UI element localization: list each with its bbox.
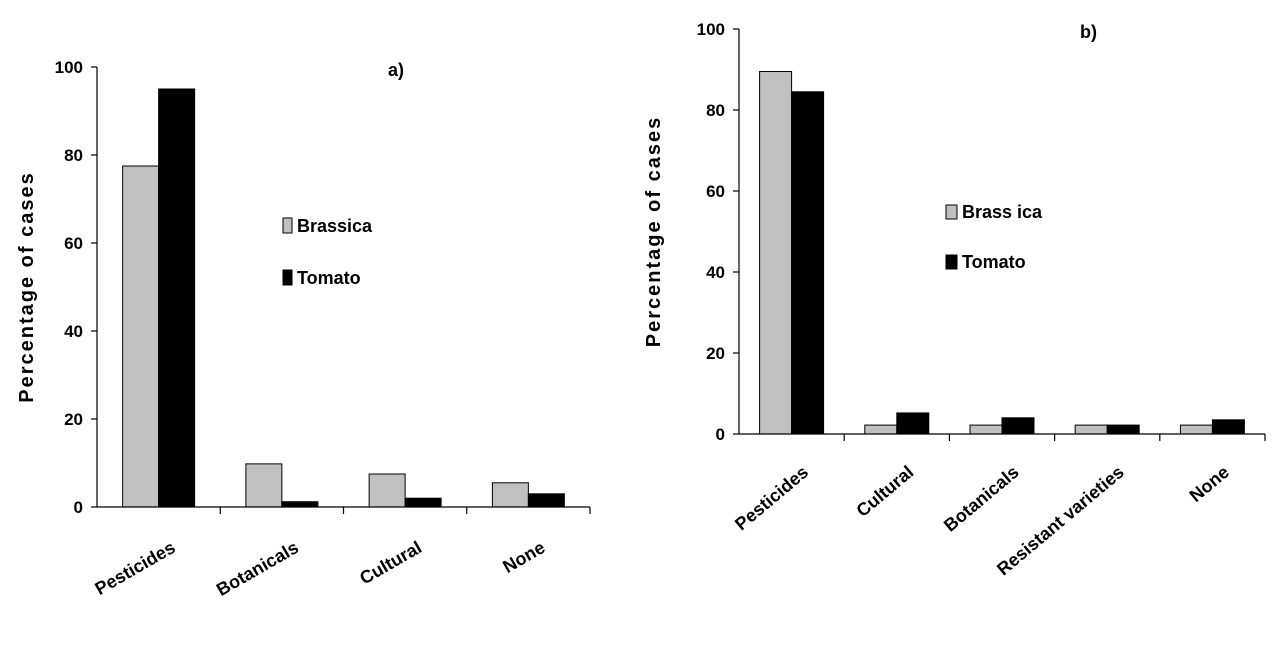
y-tick-label-b-100: 100 [697, 20, 725, 39]
bar-b-tomato-resistant-varieties [1106, 424, 1140, 435]
x-category-label-b-botanicals: Botanicals [940, 462, 1023, 536]
legend-swatch-b-brassica [945, 204, 958, 220]
y-tick-label-a-40: 40 [64, 322, 83, 341]
bar-a-brassica-none [491, 482, 529, 508]
bar-b-brassica-resistant-varieties [1074, 424, 1108, 435]
y-axis-label-a: Percentage of cases [16, 171, 38, 402]
bar-b-tomato-cultural [896, 412, 930, 435]
legend-swatch-a-tomato [282, 269, 293, 286]
legend-label-b-tomato: Tomato [962, 252, 1026, 272]
bar-b-brassica-botanicals [969, 424, 1003, 435]
x-category-label-a-none: None [499, 537, 548, 577]
bar-a-tomato-pesticides [158, 88, 196, 508]
bar-b-brassica-pesticides [759, 71, 793, 435]
bar-a-brassica-botanicals [245, 463, 283, 508]
x-category-label-b-none: None [1186, 462, 1233, 506]
chart-panel-b: 0 20 40 60 80 100 Pesticides Cultural Botanicals… [643, 20, 1266, 579]
bar-b-brassica-none [1179, 424, 1213, 435]
bar-b-tomato-pesticides [791, 91, 825, 435]
x-category-label-b-pesticides: Pesticides [731, 462, 812, 535]
bar-a-tomato-botanicals [281, 501, 319, 508]
x-category-label-b-cultural: Cultural [852, 462, 917, 521]
y-tick-label-b-20: 20 [706, 344, 725, 363]
bar-a-tomato-none [527, 493, 565, 508]
bar-a-brassica-cultural [368, 473, 406, 508]
y-tick-label-b-0: 0 [716, 425, 725, 444]
panel-label-b: b) [1080, 22, 1097, 42]
bar-b-brassica-cultural [864, 424, 898, 435]
legend-label-a-tomato: Tomato [297, 268, 361, 288]
y-tick-label-a-60: 60 [64, 234, 83, 253]
legend-swatch-a-brassica [282, 217, 293, 234]
x-category-label-a-cultural: Cultural [356, 537, 425, 588]
bar-a-tomato-cultural [404, 497, 442, 508]
y-tick-label-b-40: 40 [706, 263, 725, 282]
x-category-label-a-botanicals: Botanicals [213, 537, 302, 600]
legend-swatch-b-tomato [945, 254, 958, 270]
y-tick-label-b-60: 60 [706, 182, 725, 201]
panel-label-a: a) [388, 60, 404, 80]
y-tick-label-a-100: 100 [55, 58, 83, 77]
y-axis-label-b: Percentage of cases [643, 116, 665, 347]
y-tick-label-a-0: 0 [74, 498, 83, 517]
legend-label-b-brassica: Brass ica [962, 202, 1043, 222]
bar-b-tomato-botanicals [1001, 417, 1035, 435]
y-tick-label-a-80: 80 [64, 146, 83, 165]
bar-b-tomato-none [1211, 419, 1245, 435]
bar-a-brassica-pesticides [122, 165, 160, 508]
chart-panel-a: 0 20 40 60 80 100 Pesticides Botanicals Cultural… [16, 58, 591, 600]
x-category-label-a-pesticides: Pesticides [91, 537, 178, 599]
legend-label-a-brassica: Brassica [297, 216, 373, 236]
y-tick-label-a-20: 20 [64, 410, 83, 429]
y-tick-label-b-80: 80 [706, 101, 725, 120]
